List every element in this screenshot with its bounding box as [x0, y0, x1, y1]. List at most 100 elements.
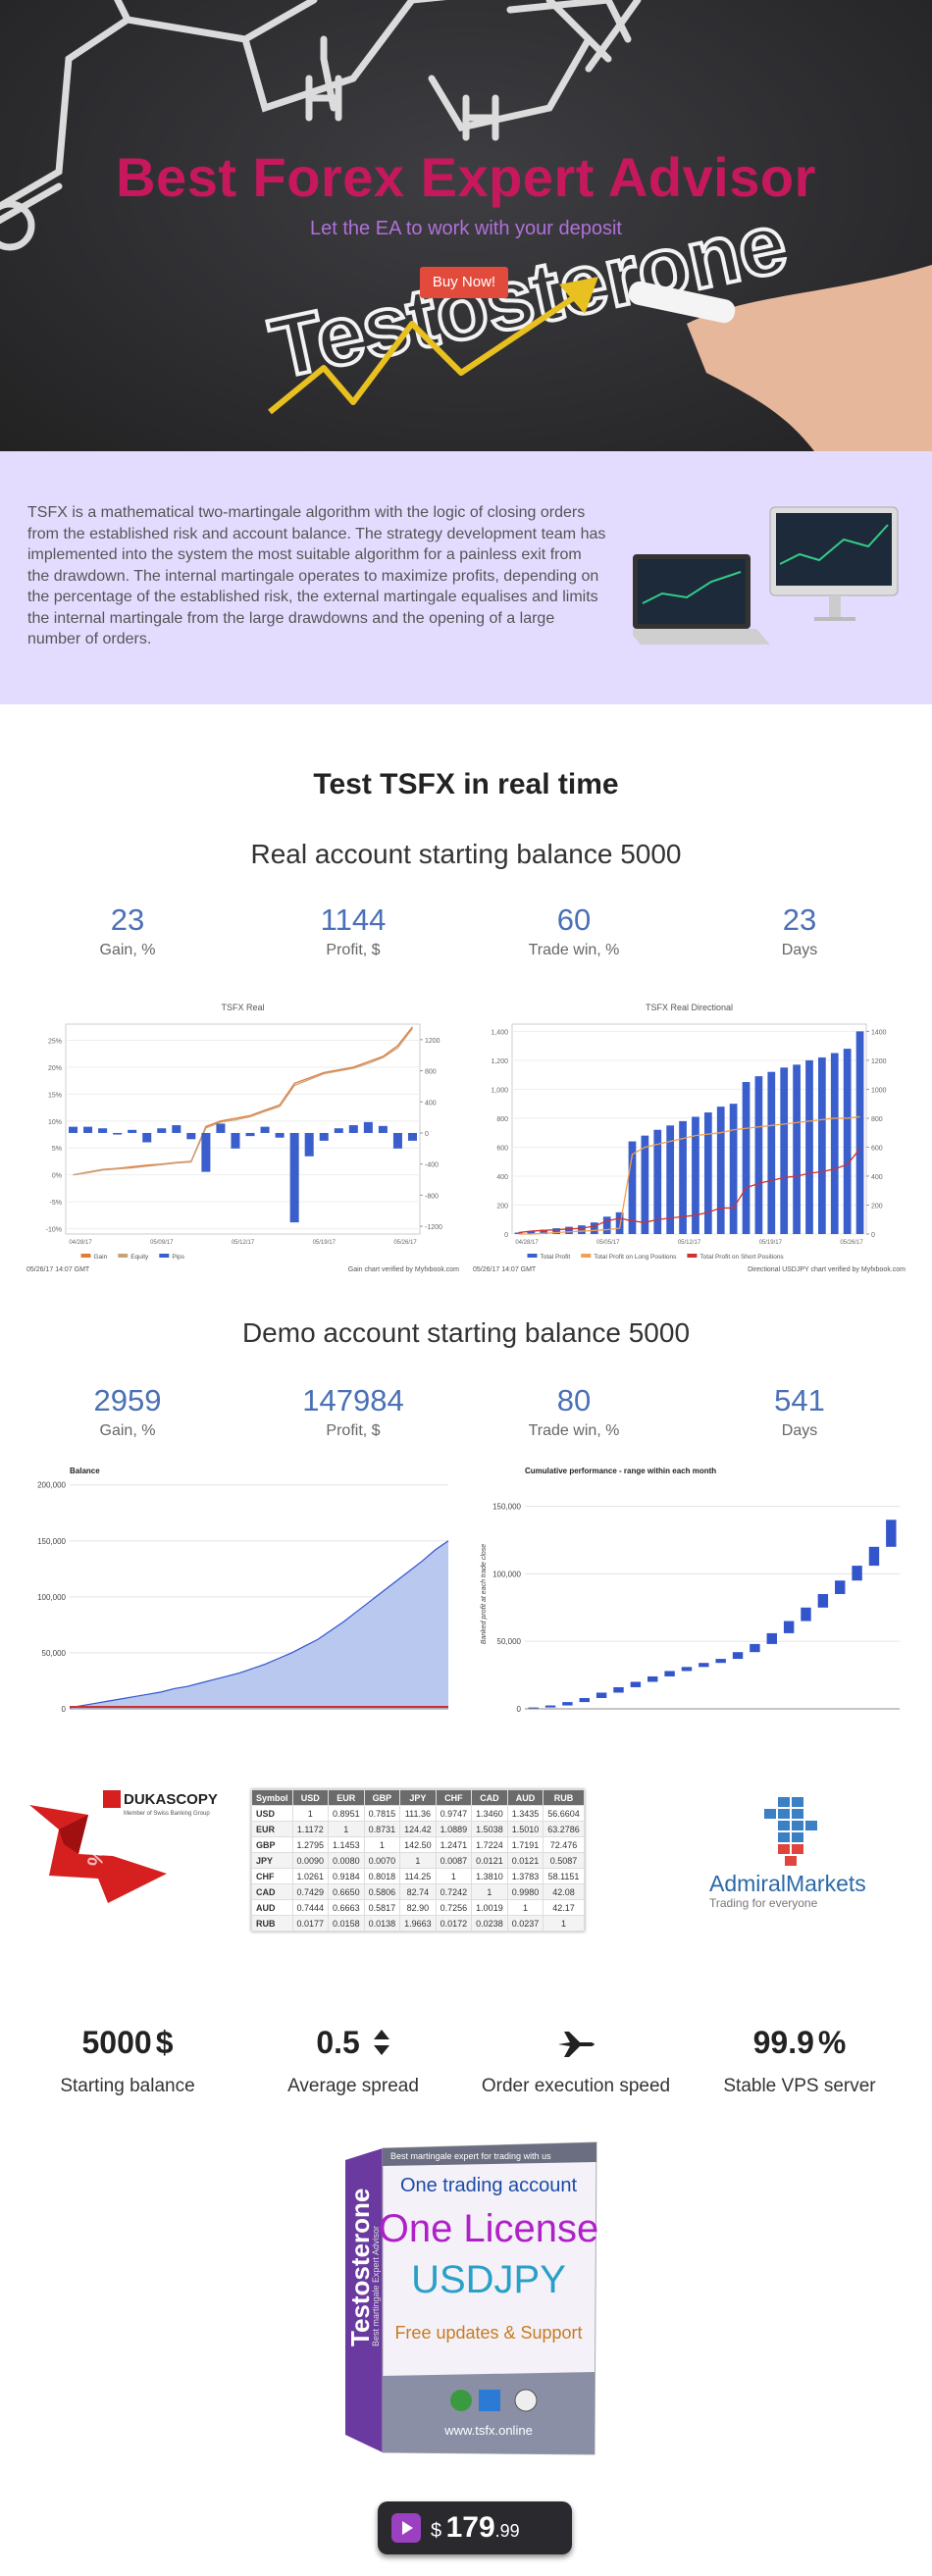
table-row: RUB 0.0177 0.0158 0.0138 1.9663 0.0172 0.0238 0… — [251, 1915, 585, 1932]
bar — [172, 1125, 181, 1133]
bar — [818, 1056, 826, 1234]
table-cell: 0.5817 — [363, 1899, 401, 1916]
feature-value: 0.5 — [316, 2025, 360, 2060]
table-cell: 0.6663 — [328, 1899, 365, 1916]
table-cell: 0.0070 — [363, 1852, 401, 1869]
table-cell: 0.9980 — [506, 1883, 544, 1900]
y-tick-label: 20% — [48, 1065, 62, 1072]
bar — [514, 1232, 523, 1234]
bar — [527, 1231, 536, 1234]
bar — [378, 1125, 388, 1133]
legend-label: Gain — [94, 1254, 108, 1261]
legend-swatch — [527, 1254, 538, 1258]
product-line: One License — [379, 2207, 599, 2250]
y-tick-label: -10% — [46, 1227, 62, 1234]
y2-tick-label: 800 — [425, 1069, 437, 1076]
table-cell: 0.0087 — [435, 1852, 473, 1869]
bar — [83, 1126, 93, 1133]
price-whole: 179 — [445, 2511, 495, 2544]
table-cell: 0.0121 — [506, 1852, 544, 1869]
y-tick-label: 10% — [48, 1119, 62, 1126]
table-cell: 1 — [543, 1915, 585, 1932]
bar — [289, 1132, 299, 1223]
table-cell: 0.8018 — [363, 1868, 401, 1884]
bar — [348, 1125, 358, 1133]
y2-tick-label: 400 — [871, 1174, 883, 1181]
y-tick-label: 50,000 — [497, 1637, 522, 1646]
y-tick-label: 0 — [62, 1705, 67, 1714]
bar — [98, 1128, 108, 1133]
candle — [579, 1697, 590, 1703]
candle — [630, 1681, 642, 1687]
candle — [783, 1621, 795, 1633]
table-row: CAD 0.7429 0.6650 0.5806 82.74 0.7242 1 0.9980 4… — [251, 1883, 585, 1900]
table-cell: 0.7815 — [363, 1805, 401, 1822]
bar — [653, 1129, 662, 1234]
dukascopy-logo: % DUKASCOPY Member of Swiss Banking Grou… — [29, 1790, 218, 1903]
demo-balance-chart: Balance 0 50,000 100,000 150,000 200,000 — [37, 1467, 449, 1714]
legend-label: Total Profit — [541, 1254, 571, 1261]
y-tick-label: 150,000 — [492, 1503, 521, 1512]
bar — [565, 1226, 573, 1234]
candle — [886, 1520, 897, 1547]
y2-tick-label: -400 — [425, 1162, 439, 1169]
table-header-row: Symbol USD EUR GBP JPY CHF CAD AUD RUB — [251, 1789, 585, 1806]
y2-tick-label: -800 — [425, 1193, 439, 1200]
chart-note: Gain chart verified by Myfxbook.com — [348, 1266, 459, 1273]
table-row: CHF 1.0261 0.9184 0.8018 114.25 1 1.3810 1.3783… — [251, 1868, 585, 1884]
stat-label: Trade win, % — [528, 942, 620, 958]
y-tick-label: 200,000 — [37, 1481, 66, 1490]
y-tick-label: 400 — [496, 1174, 508, 1181]
plot-area — [65, 1023, 421, 1235]
table-cell: 1.1172 — [291, 1821, 330, 1837]
admiral-name: AdmiralMarkets — [709, 1871, 866, 1896]
table-cell: 1.2795 — [291, 1836, 330, 1853]
stat-value: 541 — [774, 1383, 825, 1417]
hero-subtitle: Let the EA to work with your deposit — [310, 218, 622, 239]
table-cell: 0.0158 — [328, 1915, 365, 1932]
bar — [855, 1031, 864, 1234]
table-cell: 0.9747 — [435, 1805, 473, 1822]
table-header-cell: RUB — [543, 1789, 585, 1806]
feature-label: Starting balance — [60, 2076, 195, 2096]
y-tick-label: 0 — [517, 1705, 522, 1714]
real-directional-chart: TSFX Real Directional 0 200 400 600 800 1,000 1… — [473, 1003, 906, 1273]
bar — [216, 1123, 226, 1133]
bar — [201, 1132, 211, 1172]
table-cell: 0.5806 — [363, 1883, 401, 1900]
table-cell: 1 — [435, 1868, 473, 1884]
candle — [664, 1671, 675, 1676]
candle — [801, 1607, 811, 1622]
feature-label: Stable VPS server — [723, 2076, 876, 2096]
bar — [793, 1064, 801, 1234]
bar — [304, 1132, 314, 1157]
table-cell: 1 — [363, 1836, 401, 1853]
line — [518, 1115, 860, 1235]
product-line: Free updates & Support — [394, 2323, 582, 2343]
y-tick-label: 5% — [52, 1146, 62, 1153]
price-button[interactable]: $ 179.99 — [378, 2501, 572, 2554]
bar — [641, 1135, 649, 1234]
y-tick-label: 150,000 — [37, 1537, 66, 1546]
admiral-tagline: Trading for everyone — [709, 1896, 818, 1910]
stat-label: Profit, $ — [326, 1422, 381, 1439]
y2-tick-label: 200 — [871, 1203, 883, 1210]
table-row: JPY 0.0090 0.0080 0.0070 1 0.0087 0.0121 0.0121… — [251, 1852, 585, 1869]
feature: 99.9% Stable VPS server — [687, 2023, 912, 2097]
intro-text: TSFX is a mathematical two-martingale al… — [27, 504, 606, 647]
buy-button[interactable]: Buy Now! — [420, 267, 508, 298]
table-cell: 1 — [399, 1852, 437, 1869]
y-tick-label: 100,000 — [492, 1570, 521, 1578]
table-row: GBP 1.2795 1.1453 1 142.50 1.2471 1.7224 1.7191… — [251, 1836, 585, 1853]
table-cell: 0.0138 — [363, 1915, 401, 1932]
y2-tick-label: -1200 — [425, 1224, 442, 1231]
stat-value: 147984 — [302, 1383, 404, 1417]
bar — [679, 1120, 687, 1234]
table-cell: 0.5087 — [543, 1852, 585, 1869]
bar — [830, 1053, 839, 1234]
table-cell: 63.2786 — [543, 1821, 585, 1837]
table-header-cell: EUR — [328, 1789, 365, 1806]
legend-label: Total Profit on Short Positions — [699, 1254, 784, 1261]
product-brand: Testosterone — [345, 2189, 375, 2346]
